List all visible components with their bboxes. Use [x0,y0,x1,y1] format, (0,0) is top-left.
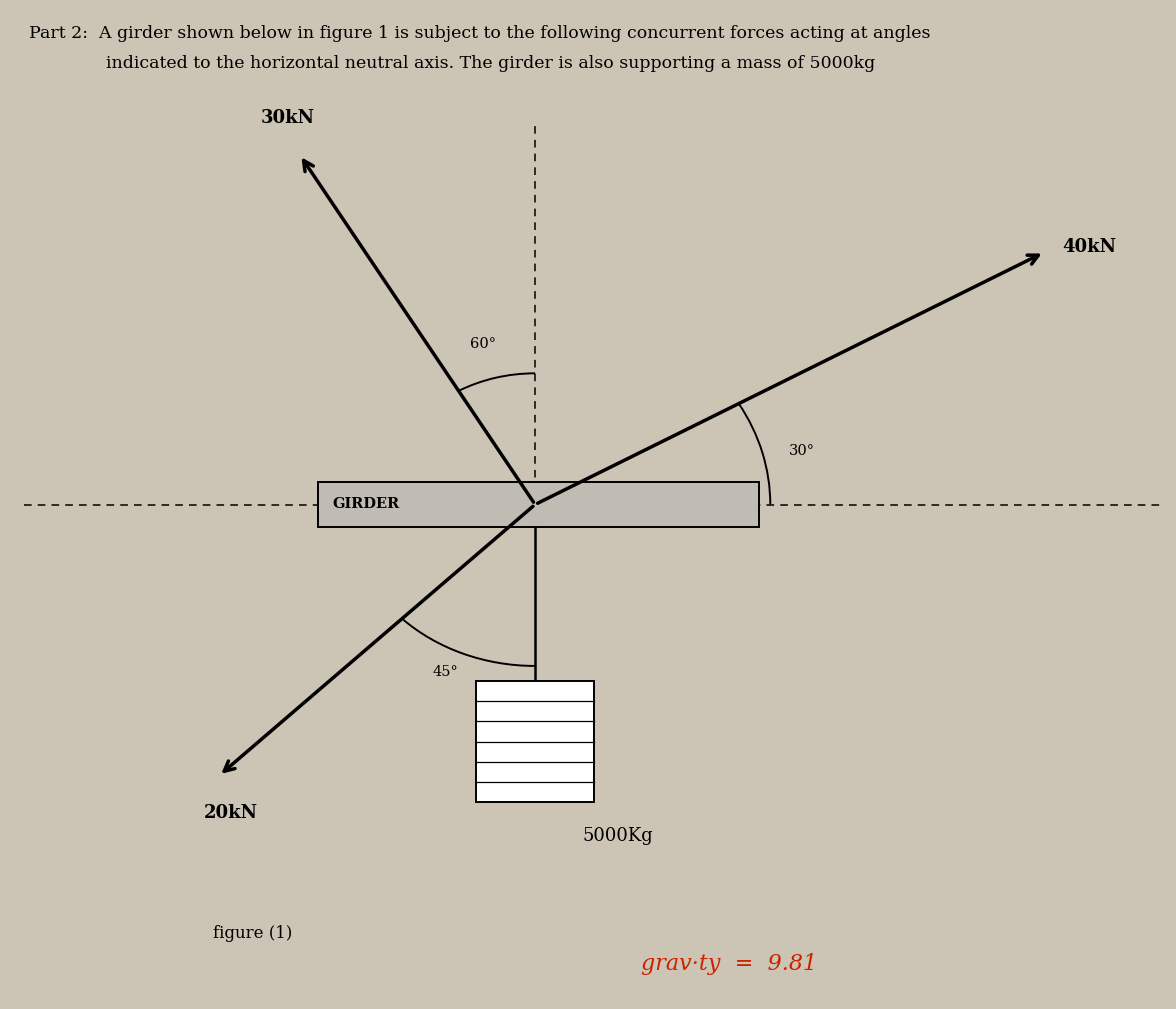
Text: GIRDER: GIRDER [333,497,400,512]
Text: 45°: 45° [433,665,459,679]
Text: 30kN: 30kN [261,109,315,127]
Text: 60°: 60° [470,337,496,351]
Bar [476,681,594,802]
Text: 40kN: 40kN [1062,238,1116,256]
Text: Part 2:  A girder shown below in figure 1 is subject to the following concurrent: Part 2: A girder shown below in figure 1… [29,25,931,42]
Text: figure (1): figure (1) [213,925,293,941]
Text: indicated to the horizontal neutral axis. The girder is also supporting a mass o: indicated to the horizontal neutral axis… [106,55,875,73]
Text: 30°: 30° [789,444,815,458]
Text: 5000Kg: 5000Kg [582,827,653,846]
Text: grav·ty  =  9.81: grav·ty = 9.81 [641,952,817,975]
Text: 20kN: 20kN [203,804,258,822]
Bar [318,482,759,527]
